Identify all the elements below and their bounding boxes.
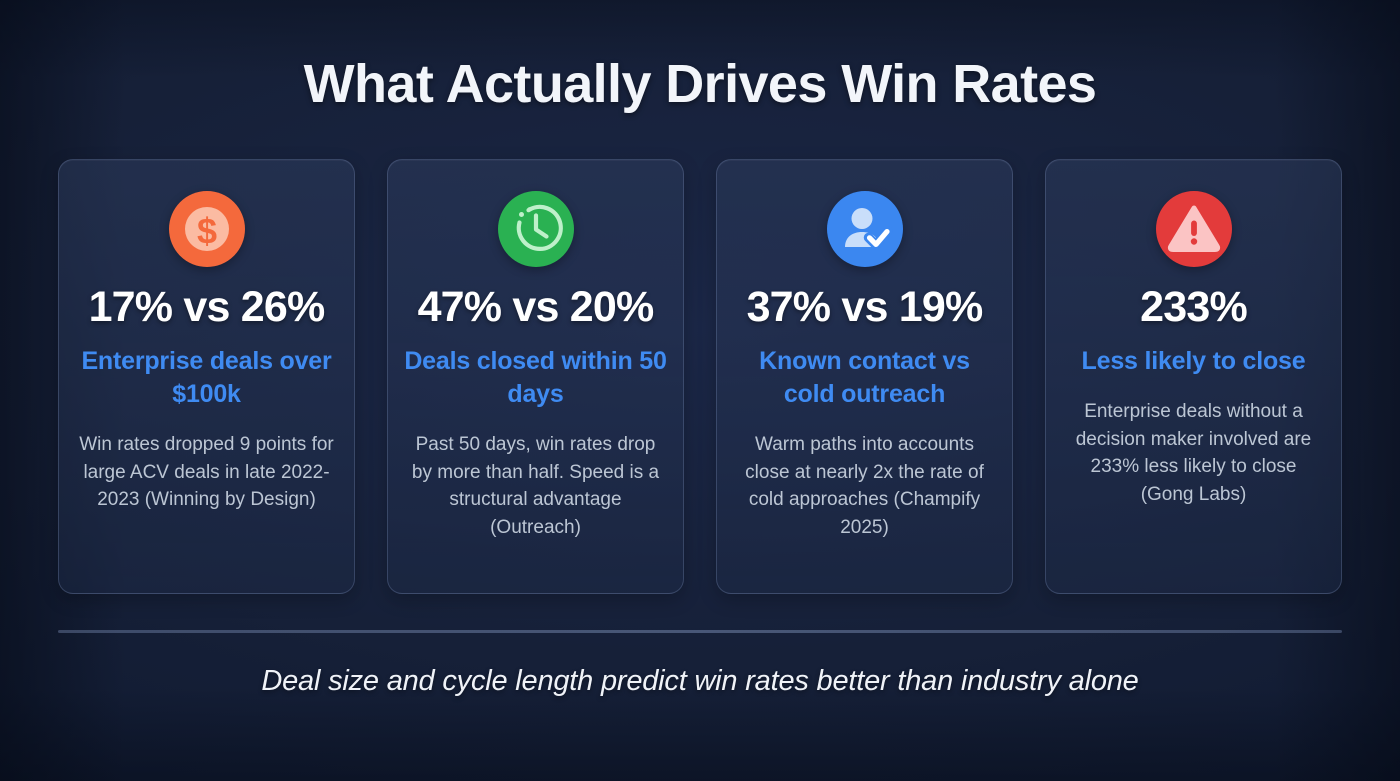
stat-description: Win rates dropped 9 points for large ACV… — [79, 433, 334, 511]
clock-icon — [497, 191, 574, 267]
user-check-icon — [826, 191, 903, 267]
stat-label: Enterprise deals over $100k — [81, 346, 332, 408]
stat-value: 17% vs 26% — [88, 283, 326, 331]
stat-value: 233% — [1140, 283, 1248, 331]
stat-card: 37% vs 19% Known contact vs cold outreac… — [716, 159, 1013, 594]
page-title: What Actually Drives Win Rates — [303, 54, 1097, 114]
stat-card-list: $ 17% vs 26% Enterprise deals over $100k… — [0, 159, 1400, 594]
stat-card: 47% vs 20% Deals closed within 50 days P… — [387, 159, 684, 594]
stat-value: 47% vs 20% — [417, 283, 655, 331]
svg-text:$: $ — [196, 211, 216, 252]
stat-value: 37% vs 19% — [746, 283, 984, 331]
stat-card: 233% Less likely to close Enterprise dea… — [1045, 159, 1342, 594]
stat-description: Warm paths into accounts close at nearly… — [745, 433, 984, 539]
warning-triangle-icon — [1155, 191, 1232, 267]
stat-description: Past 50 days, win rates drop by more tha… — [411, 433, 660, 539]
footer-takeaway: Deal size and cycle length predict win r… — [261, 665, 1139, 697]
dollar-circle-icon: $ — [168, 191, 245, 267]
stat-label: Less likely to close — [1081, 346, 1306, 375]
stat-label: Known contact vs cold outreach — [759, 346, 970, 408]
stat-card: $ 17% vs 26% Enterprise deals over $100k… — [58, 159, 355, 594]
stat-label: Deals closed within 50 days — [404, 346, 667, 408]
stat-description: Enterprise deals without a decision make… — [1075, 400, 1312, 506]
footer-divider — [58, 630, 1342, 633]
